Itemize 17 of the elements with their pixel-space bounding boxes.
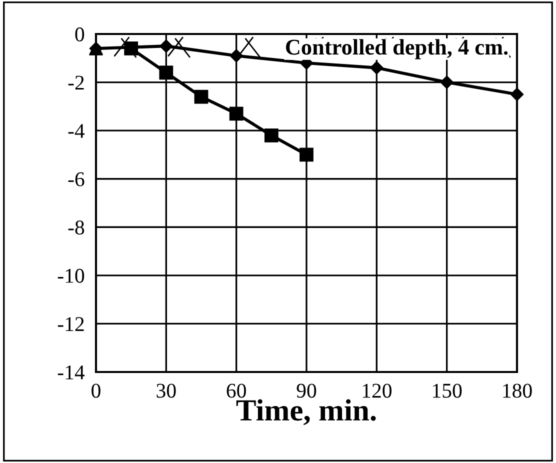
y-tick-label: -6	[68, 172, 84, 186]
x-tick-label: 0	[92, 384, 100, 398]
chart-title: Controlled depth, 4 cm.	[286, 39, 508, 60]
y-tick-label: -2	[68, 76, 84, 90]
y-tick-label: 0	[75, 27, 84, 42]
x-tick-label: 60	[226, 384, 246, 398]
x-tick-label: 90	[296, 384, 316, 398]
x-axis-title: Time, min.	[236, 399, 376, 426]
y-tick-label: -10	[58, 268, 84, 283]
x-tick-label: 30	[156, 384, 176, 398]
y-tick-label: -14	[58, 365, 85, 380]
y-tick-label: -4	[68, 124, 85, 138]
x-tick-label: 120	[362, 384, 392, 398]
y-tick-label: -8	[68, 220, 84, 235]
y-tick-label: -12	[58, 317, 84, 331]
x-tick-label: 180	[503, 384, 532, 398]
x-tick-label: 150	[433, 384, 462, 398]
